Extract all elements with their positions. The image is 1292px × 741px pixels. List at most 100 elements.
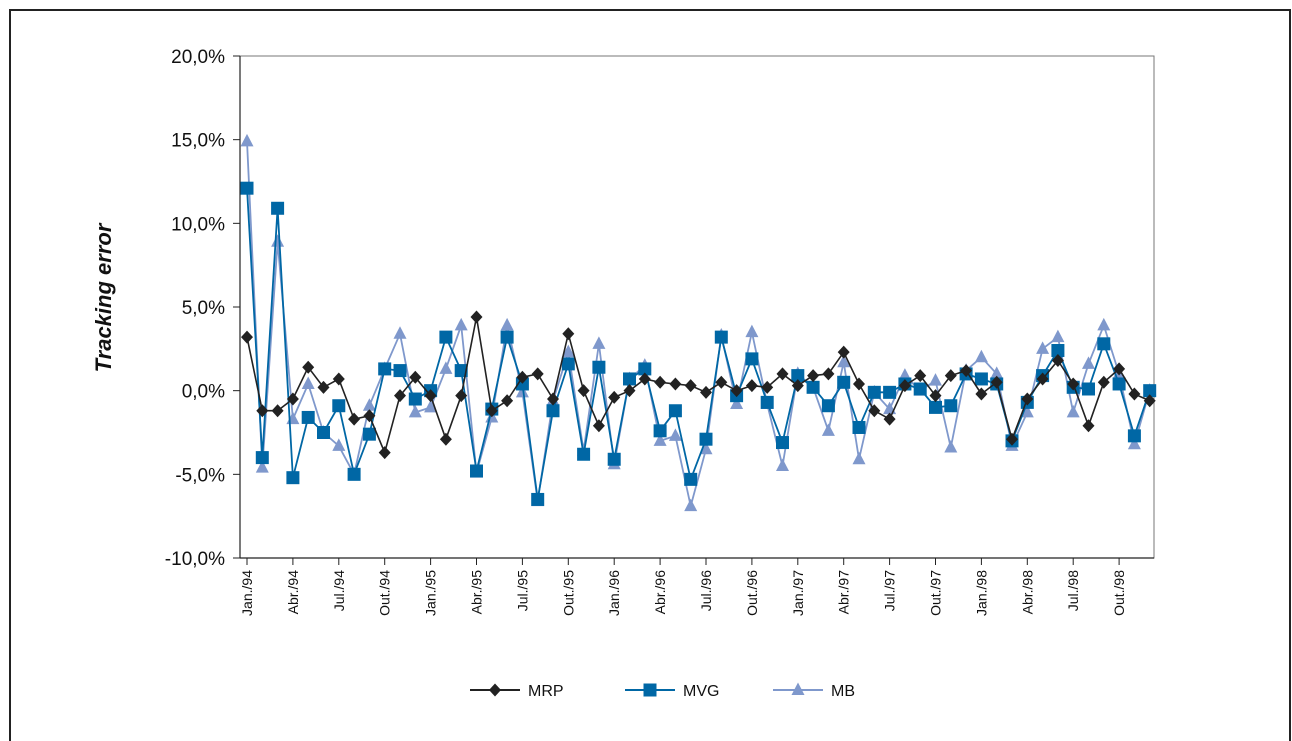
data-point-mrp	[745, 379, 758, 393]
data-point-mrp	[470, 310, 483, 324]
data-point-mrp	[1143, 394, 1156, 408]
data-point-mb	[439, 361, 453, 374]
data-point-mrp	[531, 367, 544, 381]
data-point-mrp	[317, 380, 330, 394]
x-tick-label: Jan./95	[423, 570, 439, 616]
data-point-mrp	[363, 409, 376, 423]
data-point-mrp	[577, 384, 590, 398]
data-point-mrp	[914, 369, 927, 383]
x-tick-label: Abr./98	[1019, 570, 1035, 615]
x-tick-label: Jul./98	[1065, 570, 1081, 611]
y-axis-ticks: -10,0% -5,0% 0,0% 5,0% 10,0% 15,0% 20,0%	[165, 47, 240, 570]
y-tick-label: 15,0%	[171, 131, 225, 152]
data-point-mrp	[516, 370, 529, 384]
data-point-mvg	[271, 201, 285, 215]
data-point-mvg	[699, 432, 713, 446]
data-point-mvg	[1082, 382, 1095, 396]
legend-item-mrp: MRP	[470, 683, 564, 700]
series-mrp	[241, 310, 1156, 460]
data-point-mvg	[546, 404, 560, 418]
x-tick-label: Jul./94	[331, 570, 347, 611]
data-point-mvg	[791, 369, 805, 383]
data-point-mrp	[960, 364, 973, 378]
data-point-mb	[454, 317, 468, 331]
data-point-mvg	[1143, 384, 1157, 398]
y-tick-label: 20,0%	[171, 47, 225, 68]
data-point-mvg	[929, 400, 942, 414]
data-point-mrp	[348, 412, 361, 426]
data-point-mvg	[745, 352, 759, 366]
data-point-mb	[990, 366, 1004, 379]
data-point-mvg	[867, 385, 881, 399]
data-point-mrp	[853, 377, 865, 391]
data-point-mb	[362, 398, 376, 411]
data-point-mb	[730, 396, 744, 410]
data-point-mvg	[1112, 377, 1126, 391]
data-point-mvg	[974, 372, 988, 386]
data-point-mvg	[301, 410, 315, 424]
legend-marker-mvg	[643, 683, 657, 697]
data-point-mvg	[592, 360, 606, 374]
data-point-mvg	[561, 357, 575, 371]
data-point-mrp	[898, 379, 911, 393]
x-tick-label: Jul./97	[882, 570, 898, 611]
data-point-mrp	[271, 404, 284, 418]
data-point-mb	[424, 399, 438, 413]
data-point-mb	[1020, 404, 1034, 418]
series-mvg	[240, 181, 1157, 506]
data-point-mb	[301, 376, 315, 389]
legend-marker-mb	[791, 682, 805, 695]
data-point-mrp	[715, 375, 728, 389]
series-layer	[240, 133, 1157, 512]
data-point-mvg	[668, 404, 682, 418]
data-point-mvg	[607, 452, 621, 466]
data-point-mvg	[470, 464, 483, 478]
data-point-mb	[240, 133, 254, 147]
y-tick-label: 0,0%	[182, 382, 225, 403]
data-point-mrp	[1021, 392, 1034, 406]
data-point-mb	[653, 433, 667, 446]
x-tick-label: Jan./94	[239, 570, 255, 616]
data-point-mrp	[608, 390, 621, 404]
data-point-mrp	[592, 419, 605, 433]
x-axis-ticks: Jan./94 Abr./94 Jul./94 Out./94 Jan./95 Abr./…	[239, 558, 1127, 616]
data-point-mvg	[408, 392, 422, 406]
x-tick-label: Abr./97	[836, 570, 852, 615]
data-point-mrp	[883, 412, 896, 426]
data-point-mvg	[684, 472, 698, 486]
y-tick-label: -5,0%	[175, 465, 225, 486]
data-point-mb	[592, 336, 606, 349]
data-point-mvg	[1097, 337, 1111, 351]
data-point-mrp	[547, 392, 559, 406]
data-point-mrp	[241, 330, 253, 344]
legend: MRP MVG MB	[470, 682, 855, 700]
x-tick-label: Abr./95	[469, 570, 485, 615]
data-point-mrp	[302, 360, 315, 374]
data-point-mrp	[944, 369, 957, 383]
data-point-mrp	[394, 389, 406, 403]
data-point-mrp	[409, 370, 422, 384]
series-mb	[240, 133, 1157, 512]
data-point-mvg	[1127, 429, 1141, 443]
data-point-mvg	[883, 385, 897, 399]
data-point-mb	[974, 349, 988, 363]
data-point-mb	[1127, 436, 1141, 450]
data-point-mb	[1066, 404, 1080, 418]
data-point-mrp	[638, 372, 651, 386]
data-point-mb	[1082, 356, 1095, 369]
data-point-mb	[929, 373, 942, 386]
data-point-mrp	[455, 389, 468, 403]
data-point-mvg	[515, 377, 529, 391]
data-point-mb	[271, 234, 285, 247]
data-point-mb	[515, 384, 529, 398]
data-point-mvg	[255, 451, 269, 465]
data-point-mb	[776, 458, 789, 471]
x-tick-label: Jan./97	[790, 570, 806, 616]
series-line-mrp	[246, 316, 1151, 454]
data-point-mb	[255, 460, 269, 473]
data-point-mrp	[1051, 354, 1064, 368]
data-point-mb	[745, 324, 759, 338]
data-point-mrp	[286, 392, 299, 406]
data-point-mvg	[1051, 344, 1065, 358]
data-point-mb	[699, 441, 713, 455]
